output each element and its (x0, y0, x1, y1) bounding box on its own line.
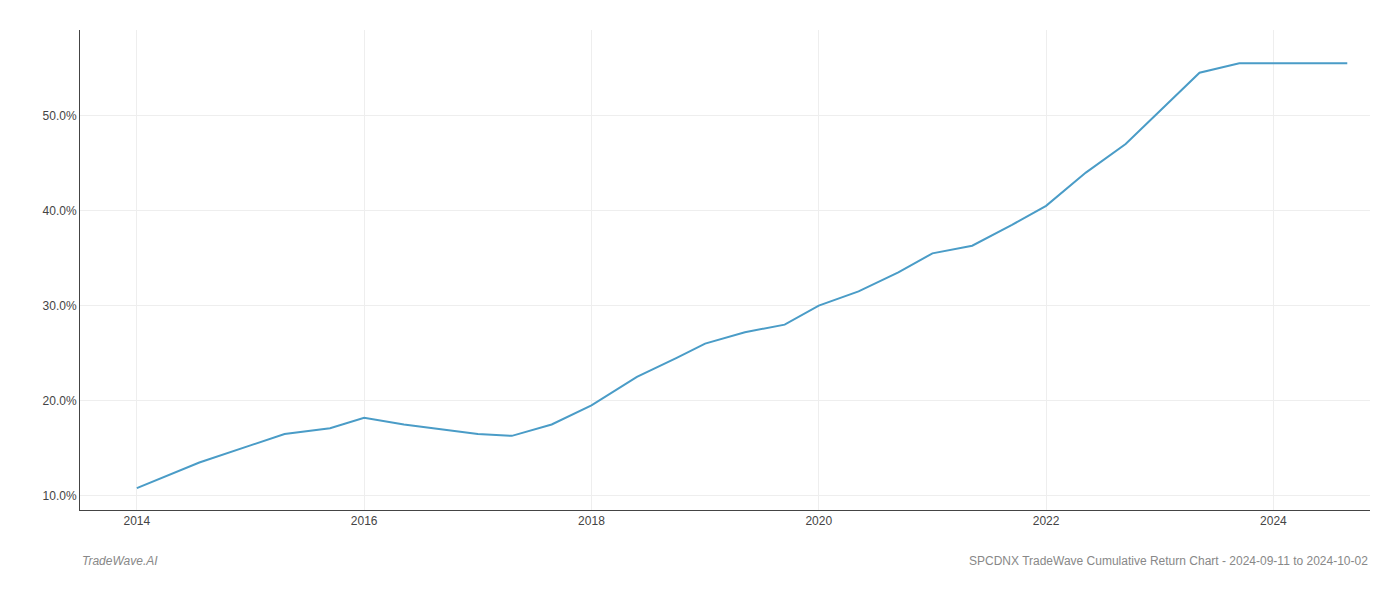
svg-text:10.0%: 10.0% (43, 489, 77, 503)
svg-text:40.0%: 40.0% (43, 204, 77, 218)
svg-text:2022: 2022 (1033, 514, 1060, 528)
svg-text:30.0%: 30.0% (43, 299, 77, 313)
svg-text:2018: 2018 (578, 514, 605, 528)
svg-text:2014: 2014 (123, 514, 150, 528)
svg-text:20.0%: 20.0% (43, 394, 77, 408)
svg-text:2016: 2016 (351, 514, 378, 528)
svg-text:SPCDNX TradeWave Cumulative Re: SPCDNX TradeWave Cumulative Return Chart… (969, 554, 1368, 568)
svg-text:2020: 2020 (805, 514, 832, 528)
svg-text:50.0%: 50.0% (43, 109, 77, 123)
svg-text:2024: 2024 (1260, 514, 1287, 528)
svg-text:TradeWave.AI: TradeWave.AI (82, 554, 158, 568)
